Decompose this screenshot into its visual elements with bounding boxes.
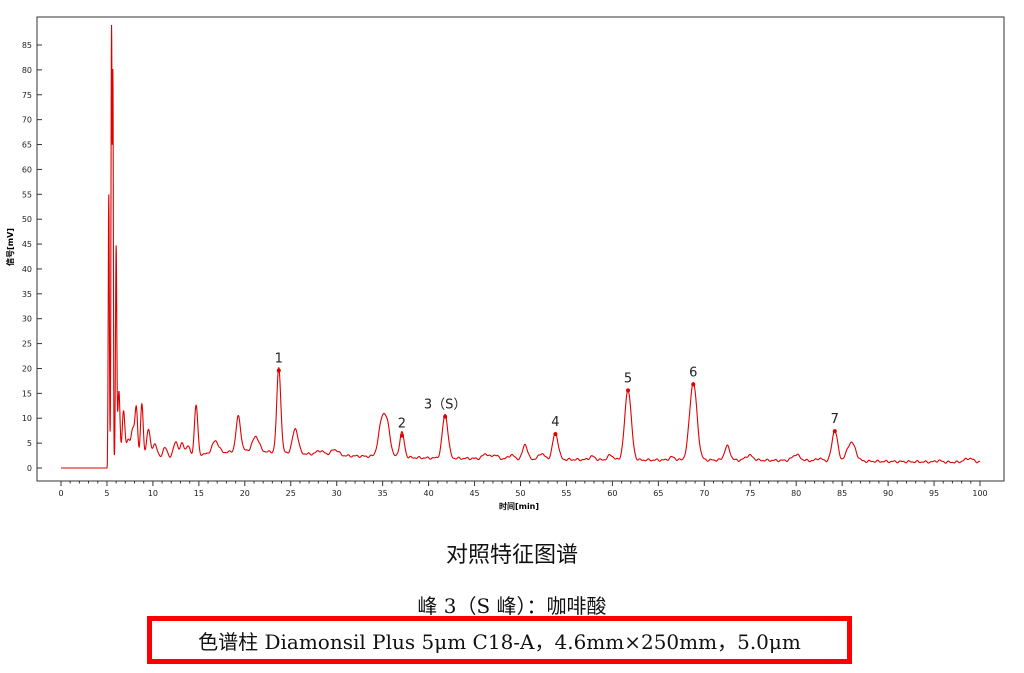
x-tick-label: 10 <box>148 489 158 498</box>
y-tick-label: 15 <box>22 389 32 398</box>
peak-marker <box>276 368 281 373</box>
peak-label: 2 <box>398 417 406 432</box>
y-axis: 0 5 10 15 20 25 30 35 40 45 50 55 60 65 70 75 80 85 <box>22 41 42 473</box>
y-tick-label: 55 <box>22 190 32 199</box>
plot-frame <box>36 16 1005 482</box>
x-tick-label: 20 <box>240 489 250 498</box>
peak-labels: 1 2 3（S） 4 5 6 7 <box>275 351 839 438</box>
chart-caption-title: 对照特征图谱 <box>445 543 578 568</box>
y-tick-label: 70 <box>22 116 32 125</box>
x-tick-label: 45 <box>469 489 479 498</box>
y-tick-label: 80 <box>22 66 32 75</box>
y-tick-label: 85 <box>22 41 32 50</box>
x-tick-label: 35 <box>378 489 388 498</box>
y-tick-label: 45 <box>22 240 32 249</box>
y-tick-label: 5 <box>27 439 32 448</box>
y-tick-label: 20 <box>22 364 32 373</box>
y-tick-label: 65 <box>22 141 32 150</box>
x-tick-label: 100 <box>972 489 987 498</box>
x-tick-label: 85 <box>837 489 847 498</box>
x-tick-label: 70 <box>699 489 709 498</box>
peak-marker <box>553 432 558 437</box>
x-tick-label: 95 <box>929 489 939 498</box>
x-axis: 0 5 10 15 20 25 30 35 40 45 50 55 60 65 70 75 80 85 90 95 10… <box>58 481 988 498</box>
x-tick-label: 75 <box>745 489 755 498</box>
y-tick-label: 50 <box>22 215 32 224</box>
y-tick-label: 40 <box>22 265 32 274</box>
y-tick-label: 60 <box>22 165 32 174</box>
peak-marker <box>626 388 631 393</box>
peak-label: 6 <box>689 365 697 380</box>
x-tick-label: 90 <box>883 489 893 498</box>
peak-marker <box>832 429 837 434</box>
peak-label: 4 <box>551 415 559 430</box>
x-tick-label: 50 <box>515 489 525 498</box>
peak-label: 3（S） <box>424 398 467 413</box>
y-axis-title: 信号[mV] <box>5 228 15 266</box>
peak-label: 1 <box>275 351 283 366</box>
peak-marker <box>443 414 448 419</box>
y-tick-label: 25 <box>22 340 32 349</box>
chromatogram-trace <box>61 24 981 469</box>
column-spec-text: 色谱柱 Diamonsil Plus 5μm C18-A，4.6mm×250mm… <box>198 629 801 654</box>
x-tick-label: 55 <box>561 489 571 498</box>
peak-label: 5 <box>624 371 632 386</box>
peak-identification-caption: 峰 3（S 峰）：咖啡酸 <box>417 594 607 618</box>
peak-label: 7 <box>831 412 839 427</box>
x-tick-label: 60 <box>607 489 617 498</box>
x-axis-title: 时间[min] <box>499 501 539 511</box>
y-tick-label: 35 <box>22 290 32 299</box>
x-tick-label: 0 <box>58 489 63 498</box>
y-tick-label: 0 <box>27 464 32 473</box>
y-tick-label: 10 <box>22 414 32 423</box>
x-tick-label: 5 <box>104 489 109 498</box>
column-spec-box: 色谱柱 Diamonsil Plus 5μm C18-A，4.6mm×250mm… <box>147 616 852 664</box>
x-tick-label: 80 <box>791 489 801 498</box>
x-tick-label: 25 <box>286 489 296 498</box>
x-tick-label: 30 <box>332 489 342 498</box>
peak-marker <box>691 382 696 387</box>
x-tick-label: 65 <box>653 489 663 498</box>
x-tick-label: 15 <box>194 489 204 498</box>
x-tick-label: 40 <box>424 489 434 498</box>
peak-marker <box>399 433 404 438</box>
y-tick-label: 75 <box>22 91 32 100</box>
y-tick-label: 30 <box>22 315 32 324</box>
